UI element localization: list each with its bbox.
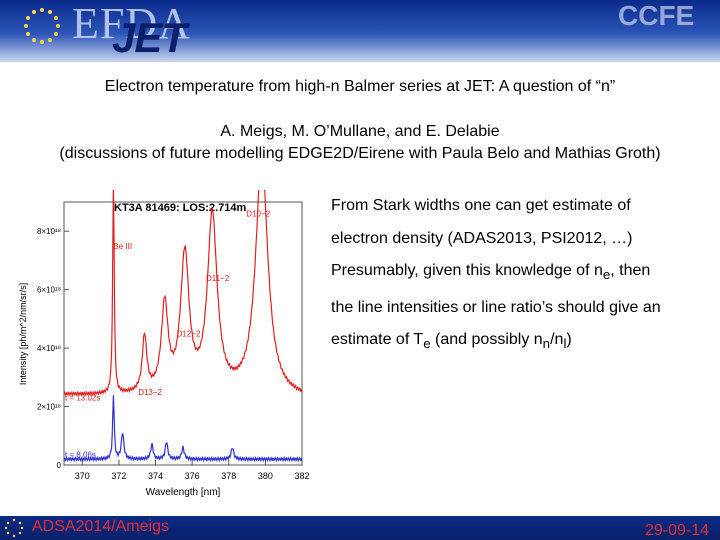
ccfe-logo: CCFE — [618, 0, 695, 31]
plot-frame — [63, 201, 303, 466]
footer-author: ADSA2014/Ameigs — [32, 518, 169, 535]
annotations: Be III D10−2 D11−2 D12−2 D13−2 t = 13.02s t = … — [65, 210, 271, 460]
body-line-2: electron density (ADAS2013, PSI2012, …) — [331, 229, 633, 247]
body-line-1: From Stark widths one can get estimate o… — [331, 197, 631, 214]
body-text: /n — [550, 331, 564, 349]
chart-annotation: t = 8.06s — [65, 451, 96, 460]
y-tick-label: 4×10¹⁸ — [37, 344, 61, 353]
x-tick-label: 378 — [221, 471, 236, 481]
chart-annotation: D11−2 — [206, 274, 230, 283]
spectrum-chart: KT3A 81469: LOS:2.714m 370 372 374 376 378 38… — [18, 190, 310, 498]
chart-title: KT3A 81469: LOS:2.714m — [114, 202, 246, 214]
series-line — [63, 395, 302, 463]
body-text: (and possibly n — [430, 331, 543, 349]
footer-date: 29-09-14 — [645, 522, 710, 539]
x-tick-label: 374 — [148, 471, 163, 481]
eu-stars-icon — [4, 518, 24, 538]
x-tick-label: 370 — [75, 471, 90, 481]
efda-logo: EFDA — [72, 0, 191, 48]
y-tick-label: 6×10¹⁸ — [37, 286, 61, 295]
x-axis-label: Wavelength [nm] — [146, 487, 221, 498]
subscript: e — [423, 336, 431, 352]
y-tick-label: 8×10¹⁸ — [37, 227, 61, 236]
chart-annotation: D13−2 — [138, 388, 162, 397]
eu-stars-icon — [24, 8, 60, 44]
body-text: estimate of T — [331, 331, 424, 349]
y-tick-label: 2×10¹⁸ — [37, 403, 61, 412]
body-text: ) — [566, 331, 572, 349]
body-text: Presumably, given this knowledge of n — [331, 262, 603, 279]
body-text: , then — [610, 262, 651, 279]
discussion-line: (discussions of future modelling EDGE2D/… — [59, 145, 661, 162]
chart-annotation: D10−2 — [246, 210, 270, 219]
jet-logo: JET — [112, 14, 187, 61]
subscript: l — [563, 336, 567, 352]
y-axis-label: Intensity [ph/m^2/nm/sr/s] — [18, 283, 28, 385]
chart-annotation: D12−2 — [177, 329, 201, 338]
chart-annotation: Be III — [113, 242, 132, 251]
subscript: n — [542, 336, 551, 352]
slide-authors: A. Meigs, M. O’Mullane, and E. Delabie (… — [0, 121, 720, 165]
slide-title: Electron temperature from high-n Balmer … — [104, 78, 616, 95]
authors-line: A. Meigs, M. O’Mullane, and E. Delabie — [220, 123, 500, 140]
subscript: e — [602, 267, 611, 283]
header-banner: EFDA JET CCFE — [0, 0, 720, 62]
slide-body-text: From Stark widths one can get estimate o… — [331, 190, 716, 361]
x-tick-label: 376 — [185, 471, 200, 481]
series-lines — [63, 190, 303, 463]
body-line-4: the line intensities or line ratio’s sho… — [331, 298, 661, 316]
chart-annotation: t = 13.02s — [65, 394, 100, 403]
series-line — [63, 190, 303, 397]
body-line-5: estimate of Te (and possibly nn/nl) — [331, 324, 716, 361]
x-tick-label: 372 — [111, 471, 126, 481]
axis-ticks: 370 372 374 376 378 380 382 0 2×10¹⁸ 4×10¹⁸ 6×10¹⁸… — [37, 227, 310, 481]
body-line-3: Presumably, given this knowledge of ne, … — [331, 255, 716, 292]
x-tick-label: 382 — [294, 471, 309, 481]
y-tick-label: 0 — [57, 461, 62, 470]
footer-bar — [0, 516, 720, 540]
x-tick-label: 380 — [258, 471, 273, 481]
